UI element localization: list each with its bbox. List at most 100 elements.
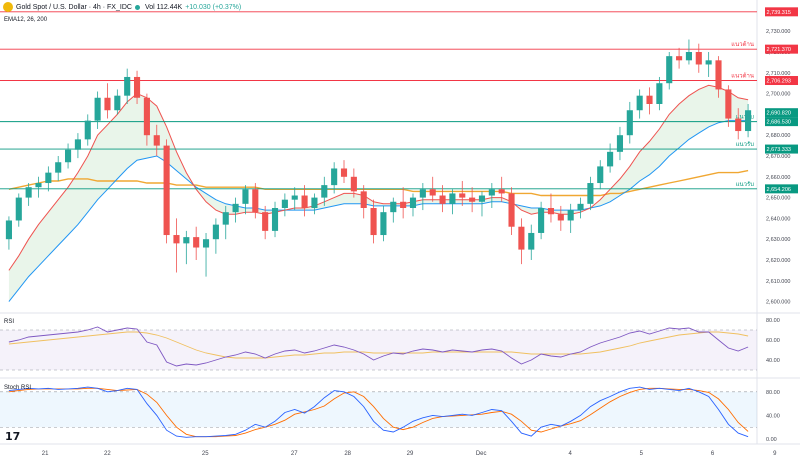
candle-body bbox=[646, 95, 653, 104]
candle-body bbox=[183, 237, 190, 244]
candle-body bbox=[626, 110, 633, 136]
candle-body bbox=[409, 197, 417, 208]
time-tick-label: 29 bbox=[407, 451, 414, 457]
ema26-line bbox=[8, 120, 749, 302]
candle-body bbox=[15, 197, 22, 221]
rsi-indicator-label[interactable]: RSI bbox=[4, 319, 15, 325]
candle-body bbox=[252, 189, 259, 213]
tradingview-logo-icon[interactable]: 17 bbox=[5, 430, 21, 443]
candle-body bbox=[291, 195, 298, 200]
resistance-level-badge bbox=[765, 44, 798, 54]
candle-body bbox=[695, 52, 702, 65]
price-tick-label: 2,680.000 bbox=[766, 133, 790, 139]
candle-body bbox=[104, 97, 111, 111]
resistance-level-value: 2,721.370 bbox=[767, 47, 791, 53]
candle-body bbox=[321, 185, 328, 198]
candle-body bbox=[419, 189, 426, 198]
time-tick-label: 28 bbox=[344, 451, 351, 457]
support-level-text: แนวรับ bbox=[736, 141, 755, 148]
chart-header: Gold Spot / U.S. Dollar · 4h · FX_IDC Vo… bbox=[0, 0, 241, 14]
resistance-level-badge bbox=[765, 7, 798, 17]
stoch-k-line bbox=[8, 386, 749, 438]
candle-body bbox=[114, 95, 121, 111]
candle-body bbox=[281, 199, 288, 208]
time-tick-label: 25 bbox=[202, 451, 209, 457]
volume-readout: Vol 112.44K bbox=[144, 3, 183, 11]
candle-body bbox=[25, 187, 32, 198]
time-tick-label: 4 bbox=[568, 451, 572, 457]
price-tick-label: 2,630.000 bbox=[766, 237, 790, 243]
candle-body bbox=[449, 193, 456, 204]
candle-body bbox=[469, 197, 476, 202]
price-tick-label: 2,600.000 bbox=[766, 300, 790, 306]
symbol-title[interactable]: Gold Spot / U.S. Dollar · 4h · FX_IDC bbox=[16, 3, 132, 11]
stoch-d-line bbox=[8, 387, 749, 438]
candle-body bbox=[616, 135, 624, 152]
ema-cloud bbox=[8, 85, 749, 302]
last-price-value: 2,690.820 bbox=[767, 111, 791, 117]
candle-body bbox=[478, 195, 486, 202]
candle-body bbox=[35, 183, 42, 188]
candle-body bbox=[567, 210, 574, 221]
candle-body bbox=[597, 166, 604, 184]
stoch-tick-label: 0.00 bbox=[766, 437, 777, 443]
resistance-level-value: 2,739.315 bbox=[767, 10, 791, 16]
candle-body bbox=[124, 76, 131, 96]
price-tick-label: 2,700.000 bbox=[766, 92, 790, 98]
price-tick-label: 2,660.000 bbox=[766, 175, 790, 181]
stoch-tick-label: 40.00 bbox=[766, 413, 780, 419]
price-tick-label: 2,730.000 bbox=[766, 29, 790, 35]
stoch-rsi-indicator-label[interactable]: Stoch RSI bbox=[4, 385, 32, 391]
candle-body bbox=[429, 189, 436, 196]
candle-body bbox=[607, 151, 614, 167]
time-tick-label: 6 bbox=[711, 451, 715, 457]
rsi-line bbox=[8, 326, 749, 367]
candle-body bbox=[380, 212, 387, 236]
candle-body bbox=[340, 168, 348, 177]
time-tick-label: 21 bbox=[42, 451, 49, 457]
rsi-band bbox=[0, 330, 757, 370]
rsi-tick-label: 80.00 bbox=[766, 318, 780, 324]
change-readout: +10.030 (+0.37%) bbox=[185, 3, 242, 11]
candle-body bbox=[587, 183, 594, 204]
candle-body bbox=[676, 56, 683, 61]
candle-body bbox=[498, 189, 505, 194]
rsi-ma-line bbox=[8, 331, 749, 359]
candle-body bbox=[656, 83, 663, 104]
candle-body bbox=[173, 235, 180, 244]
candle-body bbox=[45, 172, 52, 184]
ema-indicator-label[interactable]: EMA12, 26, 200 bbox=[4, 17, 48, 23]
gold-symbol-icon[interactable] bbox=[3, 2, 13, 12]
candle-body bbox=[547, 208, 555, 215]
candle-body bbox=[271, 208, 279, 231]
candle-body bbox=[439, 195, 446, 204]
support-level-value: 2,654.206 bbox=[767, 187, 791, 193]
candle-body bbox=[350, 176, 357, 192]
candle-body bbox=[577, 203, 584, 211]
candle-body bbox=[163, 145, 170, 236]
resistance-level-text: แนวต้าน bbox=[731, 41, 754, 48]
support-level-badge bbox=[765, 117, 798, 127]
candle-body bbox=[557, 214, 564, 221]
candle-body bbox=[133, 76, 141, 98]
candle-body bbox=[55, 162, 62, 173]
price-tick-label: 2,640.000 bbox=[766, 216, 790, 222]
price-tick-label: 2,620.000 bbox=[766, 258, 790, 264]
time-tick-label: 5 bbox=[640, 451, 644, 457]
candle-body bbox=[193, 237, 200, 248]
candle-body bbox=[400, 201, 407, 208]
price-tick-label: 2,710.000 bbox=[766, 71, 790, 77]
resistance-level-badge bbox=[765, 76, 798, 86]
candle-body bbox=[518, 226, 525, 250]
support-level-badge bbox=[765, 144, 798, 154]
stoch-tick-label: 80.00 bbox=[766, 390, 780, 396]
candle-body bbox=[459, 193, 466, 198]
resistance-level-text: แนวต้าน bbox=[731, 73, 754, 80]
candle-body bbox=[311, 197, 318, 208]
candle-body bbox=[74, 139, 81, 150]
price-tick-label: 2,670.000 bbox=[766, 154, 790, 160]
ema12-line bbox=[8, 84, 749, 271]
candle-body bbox=[202, 239, 210, 248]
candle-body bbox=[65, 149, 72, 163]
